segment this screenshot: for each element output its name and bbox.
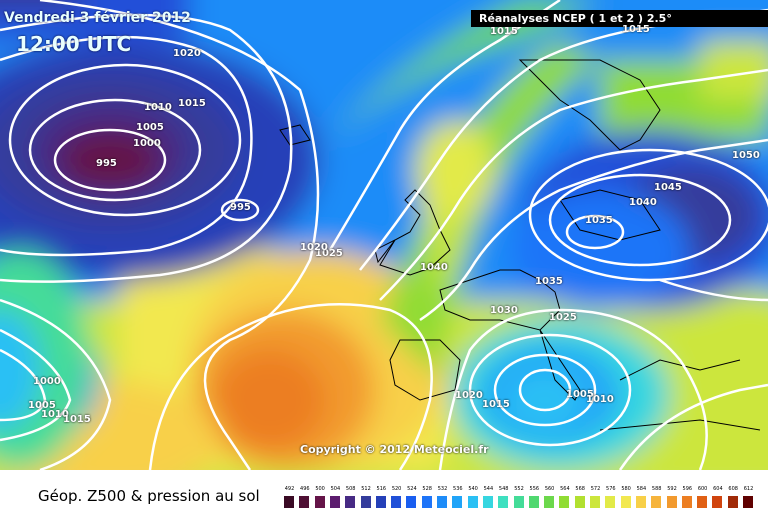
scale-swatch	[314, 496, 326, 508]
isobar-label: 1015	[482, 399, 510, 410]
isobar-label: 1000	[33, 376, 61, 387]
isobar-label: 1010	[586, 394, 614, 405]
isobar-label: 1020	[455, 390, 483, 401]
scale-swatch	[544, 496, 556, 508]
scale-swatch	[697, 496, 709, 508]
scale-swatch	[727, 496, 739, 508]
isobar-label: 1010	[144, 102, 172, 113]
scale-tick-label: 548	[498, 486, 509, 492]
scale-swatch	[375, 496, 387, 508]
legend-footer: Géop. Z500 & pression au sol 492 496 500 50…	[0, 470, 768, 512]
scale-tick-label: 568	[575, 486, 585, 492]
scale-tick-label: 556	[529, 486, 540, 492]
scale-swatch	[345, 496, 357, 508]
scale-tick-label: 536	[453, 486, 463, 492]
isobar-label: 1010	[41, 409, 69, 420]
legend-title: Géop. Z500 & pression au sol	[38, 487, 260, 505]
scale-tick-label: 576	[606, 486, 616, 492]
geopotential-field	[0, 0, 768, 470]
isobar-label: 1040	[420, 262, 448, 273]
scale-tick-label: 504	[330, 486, 341, 492]
isobar-label: 1005	[28, 400, 56, 411]
scale-swatch	[284, 496, 295, 508]
isobar-label: 1030	[490, 305, 518, 316]
scale-tick-label: 512	[361, 486, 371, 492]
scale-swatch	[635, 496, 647, 508]
isobar-label: 1035	[585, 215, 613, 226]
isobar-label: 1040	[629, 197, 657, 208]
scale-swatch	[329, 496, 341, 508]
map-date: Vendredi 3 février 2012	[4, 10, 191, 26]
isobar-label: 1045	[654, 182, 682, 193]
scale-tick-label: 500	[315, 486, 325, 492]
map-time: 12:00 UTC	[16, 32, 132, 56]
scale-swatch	[743, 496, 754, 508]
scale-tick-label: 592	[667, 486, 677, 492]
scale-swatch	[467, 496, 479, 508]
isobar-label: 1005	[136, 122, 164, 133]
source-label: Réanalyses NCEP ( 1 et 2 ) 2.5°	[471, 10, 768, 27]
scale-tick-label: 524	[407, 486, 417, 492]
geopotential-map-canvas	[0, 0, 768, 470]
isobar-label: 1025	[315, 248, 343, 259]
scale-swatch	[651, 496, 663, 508]
scale-swatch	[360, 496, 372, 508]
scale-tick-label: 492	[284, 486, 295, 492]
scale-tick-label: 588	[651, 486, 662, 492]
isobar-label: 1035	[535, 276, 563, 287]
scale-tick-label: 604	[713, 486, 723, 492]
scale-swatch	[559, 496, 571, 508]
isobar-label: 1015	[178, 98, 206, 109]
scale-swatch	[391, 496, 403, 508]
scale-tick-label: 508	[345, 486, 356, 492]
scale-swatch	[528, 496, 540, 508]
isobar-label: 1025	[549, 312, 577, 323]
isobars	[0, 0, 768, 470]
isobar-label: 1015	[63, 414, 91, 425]
scale-swatch	[681, 496, 693, 508]
scale-swatch	[712, 496, 724, 508]
scale-swatch	[421, 496, 433, 508]
scale-tick-label: 584	[636, 486, 647, 492]
scale-swatch	[574, 496, 586, 508]
scale-tick-label: 572	[590, 486, 601, 492]
scale-tick-label: 496	[300, 486, 310, 492]
isobar-label: 995	[230, 202, 251, 213]
isobar-label: 995	[96, 158, 117, 169]
scale-tick-label: 552	[514, 486, 524, 492]
isobar-label: 1020	[173, 48, 201, 59]
scale-tick-label: 596	[682, 486, 693, 492]
scale-tick-label: 564	[560, 486, 570, 492]
scale-tick-label: 600	[697, 486, 708, 492]
scale-swatch	[620, 496, 632, 508]
isobar-label: 1005	[566, 389, 594, 400]
scale-tick-label: 612	[743, 486, 754, 492]
scale-tick-label: 540	[468, 486, 478, 492]
copyright-text: Copyright © 2012 Meteociel.fr	[300, 443, 489, 456]
scale-swatch	[299, 496, 311, 508]
scale-tick-label: 528	[422, 486, 432, 492]
scale-tick-label: 532	[437, 486, 448, 492]
isobar-label: 1015	[622, 24, 650, 35]
scale-swatch	[437, 496, 448, 508]
isobar-label: 1015	[490, 26, 518, 37]
scale-swatch	[452, 496, 464, 508]
scale-tick-label: 580	[621, 486, 631, 492]
scale-swatch	[666, 496, 678, 508]
isobar-label: 1050	[732, 150, 760, 161]
isobar-label: 1000	[133, 138, 161, 149]
scale-tick-label: 520	[391, 486, 402, 492]
isobar-label: 1020	[300, 242, 328, 253]
scale-swatch	[605, 496, 617, 508]
scale-tick-label: 560	[544, 486, 555, 492]
scale-tick-label: 608	[728, 486, 738, 492]
scale-swatch	[498, 496, 510, 508]
weather-map: Vendredi 3 février 2012 12:00 UTC Réanal…	[0, 0, 768, 470]
scale-tick-label: 544	[483, 486, 494, 492]
scale-tick-label: 516	[376, 486, 387, 492]
scale-swatch	[513, 496, 525, 508]
scale-swatch	[590, 496, 601, 508]
scale-swatch	[482, 496, 494, 508]
scale-swatch	[406, 496, 418, 508]
